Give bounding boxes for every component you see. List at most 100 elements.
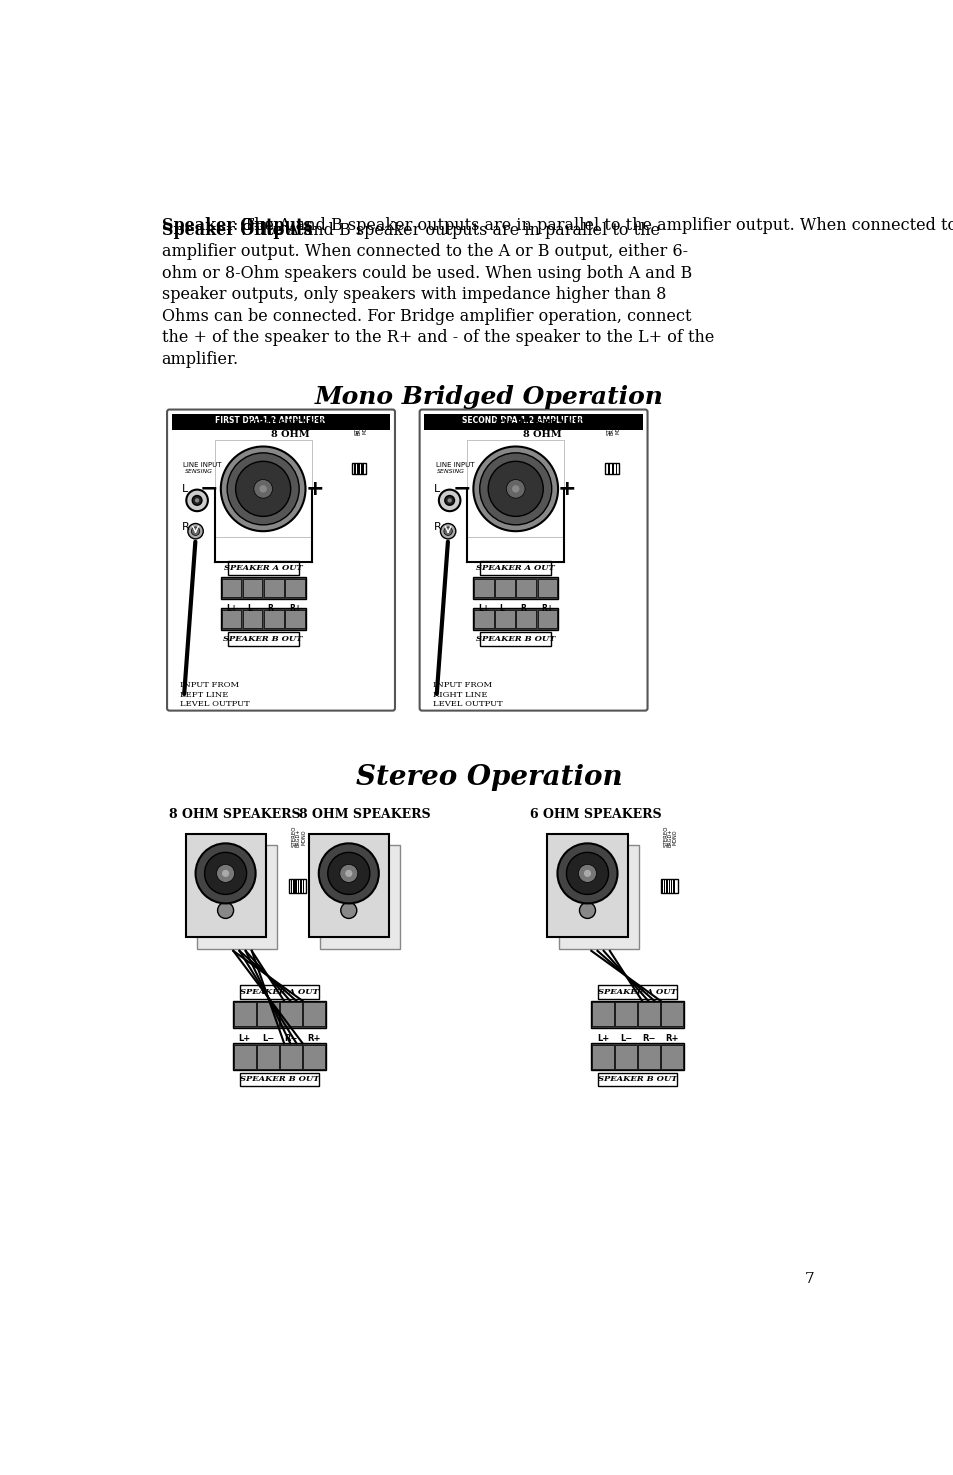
Text: R+: R+ — [541, 603, 553, 612]
Text: Speaker Outputs: Speaker Outputs — [161, 217, 312, 235]
Text: Speaker Outputs: Speaker Outputs — [161, 221, 312, 239]
Text: +: + — [305, 479, 324, 499]
Bar — [537, 580, 557, 597]
Circle shape — [443, 527, 452, 535]
Bar — [659, 879, 677, 892]
Text: L+: L+ — [477, 603, 489, 612]
Circle shape — [253, 479, 273, 499]
Circle shape — [512, 485, 518, 493]
Bar — [667, 879, 668, 892]
Text: L−: L− — [261, 1034, 274, 1043]
Text: L: L — [181, 484, 188, 494]
Bar — [264, 580, 283, 597]
Text: SENSING: SENSING — [185, 469, 213, 473]
Bar — [615, 1003, 636, 1027]
Text: BRGD+
MONO: BRGD+ MONO — [295, 829, 307, 847]
Text: amplifier output. When connected to the A or B output, either 6-: amplifier output. When connected to the … — [161, 243, 687, 260]
Text: R+: R+ — [665, 1034, 679, 1043]
Text: L−: L− — [247, 603, 258, 612]
FancyBboxPatch shape — [185, 833, 265, 937]
Bar — [233, 1002, 325, 1028]
FancyBboxPatch shape — [197, 845, 277, 948]
Bar — [280, 1003, 301, 1027]
Text: FIRST DPA-1.2 AMPLIFIER: FIRST DPA-1.2 AMPLIFIER — [214, 416, 325, 425]
Bar — [516, 609, 536, 628]
Text: speaker outputs, only speakers with impedance higher than 8: speaker outputs, only speakers with impe… — [161, 286, 665, 304]
Text: RIGHT SPEAKER
8 OHM: RIGHT SPEAKER 8 OHM — [495, 419, 589, 438]
Circle shape — [216, 864, 234, 882]
Bar — [285, 609, 304, 628]
Bar — [303, 1003, 325, 1027]
Text: SPEAKER A OUT: SPEAKER A OUT — [224, 563, 302, 572]
Text: BRGD+
MONO: BRGD+ MONO — [356, 416, 367, 435]
Bar — [352, 463, 366, 475]
Text: SPEAKER B OUT: SPEAKER B OUT — [598, 1075, 677, 1084]
Text: 8 OHM SPEAKERS: 8 OHM SPEAKERS — [170, 808, 301, 822]
Circle shape — [473, 447, 558, 531]
Bar — [660, 1003, 682, 1027]
Text: SENSING: SENSING — [436, 469, 465, 473]
Circle shape — [340, 903, 356, 919]
Bar — [301, 879, 302, 892]
Text: −: − — [200, 479, 218, 499]
Circle shape — [345, 870, 352, 878]
Text: L: L — [434, 484, 440, 494]
Text: R−: R− — [284, 1034, 297, 1043]
Text: LINE INPUT: LINE INPUT — [436, 462, 474, 468]
Bar — [537, 609, 557, 628]
Bar — [221, 609, 241, 628]
FancyBboxPatch shape — [167, 410, 395, 711]
Bar — [495, 609, 515, 628]
Circle shape — [488, 462, 542, 516]
Bar — [233, 1003, 255, 1027]
Circle shape — [227, 453, 299, 525]
Bar — [293, 879, 294, 892]
Bar — [668, 879, 669, 892]
Text: R+: R+ — [289, 603, 300, 612]
Text: 7: 7 — [804, 1271, 814, 1286]
Circle shape — [186, 490, 208, 512]
Bar — [214, 441, 312, 537]
Circle shape — [194, 499, 199, 503]
Bar — [233, 1043, 325, 1071]
Bar — [473, 608, 558, 630]
Text: L−: L− — [619, 1034, 632, 1043]
Circle shape — [557, 844, 617, 903]
FancyBboxPatch shape — [320, 845, 400, 948]
Text: R−: R− — [641, 1034, 655, 1043]
Bar — [220, 608, 305, 630]
Circle shape — [193, 496, 202, 506]
Text: BRGD+
MONO: BRGD+ MONO — [666, 829, 678, 847]
Bar — [672, 879, 673, 892]
Circle shape — [578, 864, 596, 882]
Bar — [660, 1044, 682, 1069]
Text: ohm or 8-Ohm speakers could be used. When using both A and B: ohm or 8-Ohm speakers could be used. Whe… — [161, 266, 691, 282]
Text: −: − — [452, 479, 471, 499]
Bar — [242, 580, 262, 597]
FancyBboxPatch shape — [228, 560, 298, 575]
Bar — [242, 609, 262, 628]
Circle shape — [566, 853, 608, 894]
Text: SPEAKER B OUT: SPEAKER B OUT — [223, 636, 302, 643]
Text: SPEAKER B OUT: SPEAKER B OUT — [239, 1075, 319, 1084]
Text: BRGD+
MONO: BRGD+ MONO — [609, 416, 619, 435]
Text: R−: R− — [268, 603, 279, 612]
Text: SPEAKER A OUT: SPEAKER A OUT — [598, 988, 677, 996]
Text: INPUT FROM
LEFT LINE
LEVEL OUTPUT: INPUT FROM LEFT LINE LEVEL OUTPUT — [180, 681, 250, 708]
Text: L+: L+ — [597, 1034, 608, 1043]
Bar — [604, 463, 618, 475]
Bar — [495, 580, 515, 597]
Bar — [663, 879, 664, 892]
Text: STEREO: STEREO — [606, 413, 611, 435]
FancyBboxPatch shape — [547, 833, 627, 937]
FancyBboxPatch shape — [558, 845, 639, 948]
Circle shape — [259, 485, 267, 493]
Circle shape — [192, 527, 199, 535]
Bar — [473, 577, 558, 599]
Circle shape — [328, 853, 370, 894]
Bar — [592, 1044, 613, 1069]
Text: STEREO: STEREO — [292, 826, 296, 847]
Text: Mono Bridged Operation: Mono Bridged Operation — [314, 385, 662, 409]
Circle shape — [447, 499, 452, 503]
Bar — [474, 580, 494, 597]
